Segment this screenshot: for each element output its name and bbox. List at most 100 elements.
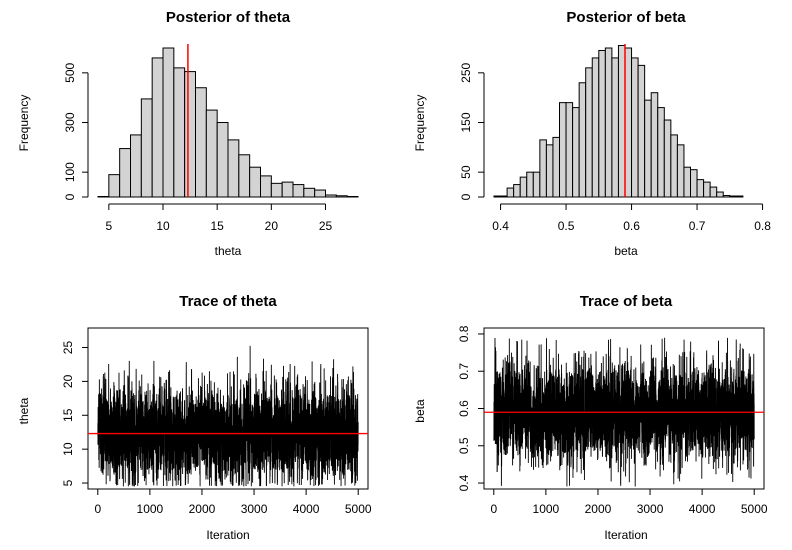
- y-axis: 0 50 150 250: [459, 63, 485, 200]
- histogram-bar: [325, 194, 337, 198]
- bars: [97, 47, 359, 198]
- histogram-bar: [151, 57, 164, 198]
- x-tick-label: 0: [94, 502, 101, 516]
- x-tick-label: 0.8: [754, 219, 771, 233]
- histogram-bar: [303, 187, 316, 198]
- histogram-bar: [578, 82, 587, 198]
- x-axis: 0 1000 2000 3000 4000 5000: [490, 489, 768, 516]
- y-axis: 0.4 0.5 0.6 0.7 0.8: [457, 325, 484, 491]
- y-tick-label: 0: [459, 193, 473, 200]
- y-tick-label: 0.8: [457, 325, 471, 342]
- chart-title: Trace of beta: [580, 293, 673, 310]
- x-tick-label: 25: [319, 219, 333, 233]
- histogram-bar: [184, 71, 197, 198]
- histogram-bar: [500, 195, 508, 198]
- y-tick-label: 25: [61, 341, 75, 355]
- histogram-bar: [195, 87, 207, 198]
- histogram-bar: [598, 49, 606, 198]
- trace-line: [97, 345, 359, 487]
- histogram-bar: [657, 107, 665, 198]
- histogram-bar: [617, 45, 626, 198]
- histogram-bar: [565, 102, 574, 198]
- y-tick-label: 0: [63, 193, 77, 200]
- histogram-bar: [729, 195, 737, 198]
- trace: [493, 337, 755, 487]
- x-tick-label: 2000: [585, 502, 612, 516]
- x-tick-label: 2000: [189, 502, 216, 516]
- x-tick-label: 1000: [533, 502, 560, 516]
- histogram-bar: [559, 102, 567, 198]
- histogram-bar: [260, 175, 272, 198]
- histogram-bar: [676, 144, 685, 198]
- x-axis: 0.4 0.5 0.6 0.7 0.8: [492, 203, 771, 233]
- histogram-bar: [611, 57, 619, 198]
- x-tick-label: 5000: [345, 502, 372, 516]
- chart-title: Posterior of theta: [166, 9, 291, 26]
- y-tick-label: 500: [63, 63, 77, 83]
- histogram-bar: [140, 98, 153, 198]
- x-tick-label: 5000: [741, 502, 768, 516]
- histogram-bar: [552, 136, 561, 198]
- y-tick-label: 15: [61, 408, 75, 422]
- x-axis-label: Iteration: [206, 528, 249, 542]
- panel-trace-beta: Trace of beta Iteration beta 0 1000 2000 30…: [413, 293, 768, 542]
- x-tick-label: 4000: [293, 502, 320, 516]
- histogram-bar: [526, 171, 534, 198]
- histogram-bar: [722, 195, 731, 198]
- histogram-bar: [506, 187, 515, 198]
- x-tick-label: 1000: [137, 502, 164, 516]
- histogram-bar: [604, 47, 613, 198]
- histogram-bar: [585, 67, 593, 198]
- y-tick-label: 0.4: [457, 474, 471, 491]
- y-axis-label: Frequency: [413, 95, 427, 152]
- chart-title: Trace of theta: [179, 293, 277, 310]
- x-tick-label: 0.5: [558, 219, 575, 233]
- histogram-bar: [216, 122, 229, 198]
- histogram-bar: [119, 148, 131, 198]
- panel-posterior-theta: Posterior of theta theta Frequency 5 10 15…: [17, 9, 359, 258]
- x-tick-label: 10: [156, 219, 170, 233]
- histogram-bar: [130, 134, 142, 198]
- histogram-bar: [591, 57, 600, 198]
- y-tick-label: 0.5: [457, 437, 471, 454]
- x-axis-label: Iteration: [604, 528, 647, 542]
- histogram-bar: [532, 171, 541, 198]
- histogram-bar: [292, 184, 305, 198]
- histogram-bar: [162, 47, 175, 198]
- panel-posterior-beta: Posterior of beta beta Frequency 0.4 0.5 0…: [413, 9, 771, 258]
- y-tick-label: 0.6: [457, 400, 471, 417]
- chart-title: Posterior of beta: [566, 9, 686, 26]
- x-tick-label: 0.6: [623, 219, 640, 233]
- x-tick-label: 5: [105, 219, 112, 233]
- histogram-bar: [545, 144, 554, 198]
- histogram-bar: [249, 166, 262, 198]
- x-tick-label: 0: [490, 502, 497, 516]
- x-tick-label: 20: [265, 219, 279, 233]
- x-tick-label: 15: [210, 219, 224, 233]
- y-tick-label: 20: [61, 374, 75, 388]
- y-tick-label: 5: [61, 479, 75, 486]
- histogram-bar: [205, 109, 218, 198]
- y-axis: 5 10 15 20 25: [61, 341, 88, 486]
- y-axis-label: theta: [17, 397, 31, 424]
- histogram-bar: [173, 67, 186, 198]
- histogram-bar: [314, 189, 326, 198]
- histogram-bar: [539, 139, 547, 198]
- x-tick-label: 0.4: [492, 219, 509, 233]
- x-tick-label: 3000: [241, 502, 268, 516]
- histogram-bar: [238, 154, 251, 198]
- y-tick-label: 150: [459, 112, 473, 132]
- histogram-bar: [513, 184, 521, 198]
- histogram-bar: [572, 107, 580, 198]
- x-tick-label: 4000: [689, 502, 716, 516]
- histogram-bar: [650, 92, 659, 198]
- plot-frame: [87, 327, 369, 490]
- histogram-bar: [644, 99, 652, 198]
- panel-trace-theta: Trace of theta Iteration theta 0 1000 2000…: [17, 293, 372, 542]
- x-tick-label: 0.7: [689, 219, 706, 233]
- histogram-bar: [683, 166, 692, 198]
- histogram-bar: [696, 179, 705, 198]
- histogram-bar: [703, 181, 711, 198]
- x-axis-label: beta: [614, 244, 638, 258]
